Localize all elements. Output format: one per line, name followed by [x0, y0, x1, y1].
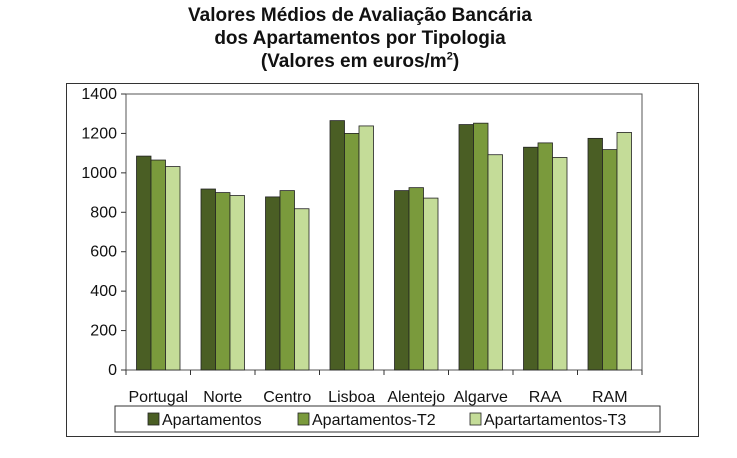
x-tick-label: Algarve: [454, 389, 508, 406]
chart-frame: [66, 83, 699, 437]
bar: [587, 137, 603, 371]
bar: [423, 197, 439, 371]
bar: [408, 187, 424, 371]
bar: [265, 196, 281, 371]
chart-title: Valores Médios de Avaliação Bancária dos…: [60, 4, 660, 73]
bar: [552, 157, 568, 371]
title-line-2: dos Apartamentos por Tipologia: [214, 28, 506, 49]
title-line-3: (Valores em euros/m2): [60, 50, 660, 73]
bar: [215, 192, 231, 371]
y-tick-label: 1000: [81, 165, 117, 182]
y-tick-label: 600: [90, 244, 117, 261]
title-unit-suffix: ): [452, 51, 460, 72]
legend-swatch: [297, 412, 310, 426]
x-tick-label: Centro: [263, 389, 311, 406]
bar: [616, 132, 632, 371]
title-line-1: Valores Médios de Avaliação Bancária: [188, 5, 532, 26]
bar: [394, 190, 410, 371]
bar: [329, 120, 345, 371]
y-tick-label: 400: [90, 283, 117, 300]
title-unit-sup: 2: [446, 50, 453, 63]
bar: [487, 154, 503, 371]
bar: [165, 166, 181, 371]
y-tick-label: 1400: [81, 86, 117, 103]
bar: [523, 146, 539, 371]
bar: [229, 195, 245, 371]
y-tick-label: 1200: [81, 125, 117, 142]
x-tick-label: RAM: [592, 389, 628, 406]
title-unit-prefix: (Valores em euros/m: [260, 51, 447, 72]
bar: [358, 125, 374, 371]
bar: [200, 188, 216, 371]
bar: [537, 142, 553, 371]
y-tick-label: 800: [90, 204, 117, 221]
y-tick-label: 200: [90, 323, 117, 340]
bar: [458, 124, 474, 371]
bar: [344, 133, 360, 371]
legend-swatch: [469, 412, 482, 426]
legend-label: Apartamentos-T2: [312, 412, 436, 429]
x-tick-label: Lisboa: [328, 389, 375, 406]
bar: [136, 155, 152, 371]
bar: [602, 149, 618, 371]
x-tick-label: RAA: [529, 389, 562, 406]
x-tick-label: Norte: [203, 389, 242, 406]
bar: [279, 190, 295, 371]
x-tick-label: Portugal: [128, 389, 188, 406]
bar: [294, 208, 310, 371]
legend-label: Apartamentos: [162, 412, 262, 429]
legend-swatch: [147, 412, 160, 426]
legend-box: [114, 405, 661, 433]
legend-label: Apartartamentos-T3: [484, 412, 626, 429]
x-tick-label: Alentejo: [387, 389, 445, 406]
bar: [473, 122, 489, 371]
y-tick-label: 0: [108, 362, 117, 379]
bar: [150, 159, 166, 371]
